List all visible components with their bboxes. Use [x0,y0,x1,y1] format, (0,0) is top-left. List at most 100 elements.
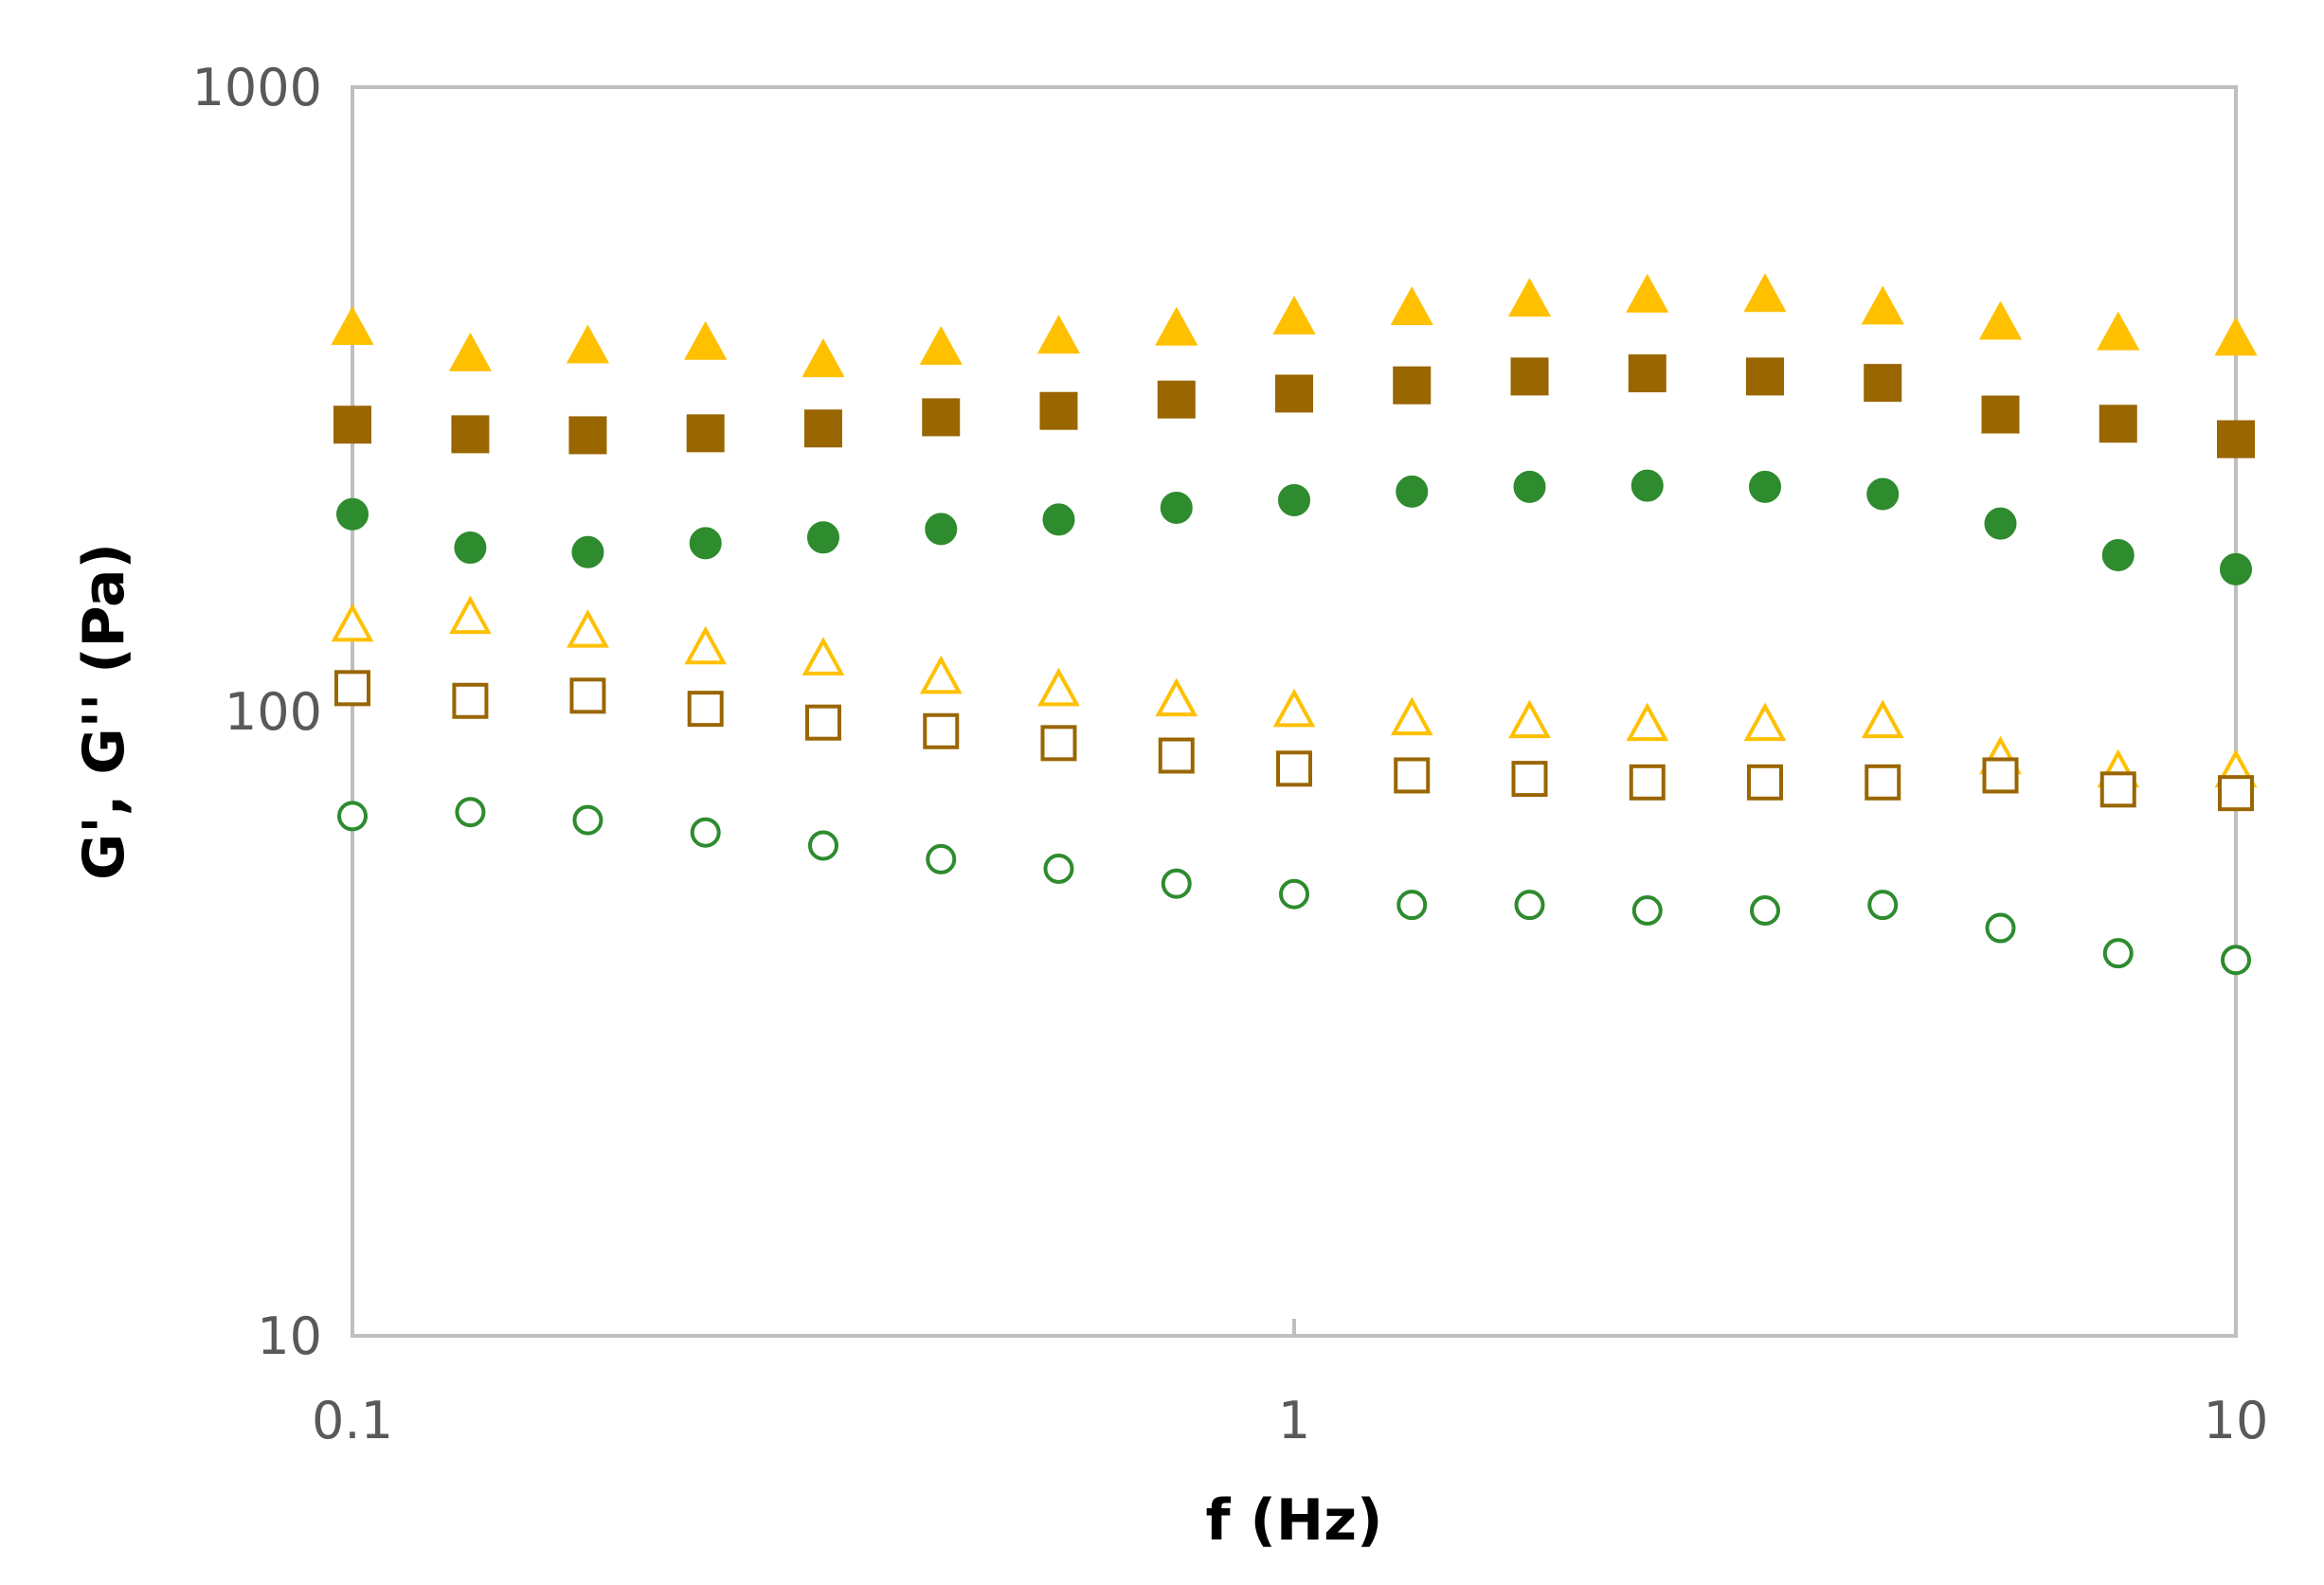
data-point-circle-open-7 [1161,868,1192,899]
data-point-triangle-filled-14 [1978,300,2023,340]
data-point-square-filled-15 [2099,405,2137,443]
data-point-triangle-filled-12 [1743,273,1787,313]
data-point-square-open-11 [1629,764,1666,801]
data-point-triangle-filled-7 [1155,306,1198,346]
x-axis-ticks: 0.1 1 10 [312,1391,2268,1450]
data-point-square-open-12 [1747,764,1784,801]
data-point-triangle-open-10 [1508,699,1551,739]
data-point-circle-open-16 [2221,945,2251,976]
data-point-triangle-filled-3 [684,320,728,360]
x-tick-label-0.1: 0.1 [312,1391,393,1450]
y-axis-ticks: 10 100 1000 [192,58,322,1366]
data-point-square-open-5 [923,712,960,749]
data-point-circle-filled-14 [1984,507,2017,540]
data-point-square-open-1 [452,682,489,719]
data-point-square-open-14 [1982,757,2019,794]
data-point-square-filled-16 [2217,420,2255,459]
data-point-circle-open-8 [1279,878,1309,910]
data-point-circle-open-4 [807,830,838,861]
data-point-triangle-open-8 [1272,688,1316,728]
data-point-circle-filled-16 [2220,552,2252,585]
data-point-square-filled-6 [1039,391,1078,430]
data-point-circle-filled-12 [1749,470,1782,503]
data-point-square-open-8 [1276,750,1312,787]
y-tick-label-10: 10 [257,1306,322,1366]
data-point-triangle-filled-15 [2097,311,2140,351]
series-triangle-filled [331,273,2258,378]
data-point-circle-filled-4 [806,521,839,554]
data-point-circle-open-15 [2102,938,2134,969]
x-tick-label-1: 1 [1278,1391,1310,1450]
x-tick-label-10: 10 [2204,1391,2269,1450]
data-point-triangle-open-13 [1861,699,1904,739]
data-point-triangle-open-7 [1155,677,1198,717]
data-point-circle-open-11 [1631,895,1663,927]
data-point-triangle-filled-5 [919,326,963,366]
data-point-square-filled-4 [803,409,842,448]
data-point-triangle-filled-1 [448,332,492,371]
data-point-circle-open-6 [1043,853,1074,884]
data-point-triangle-open-12 [1743,702,1787,742]
data-point-square-filled-12 [1746,357,1785,396]
data-point-circle-filled-11 [1630,469,1664,502]
data-point-circle-filled-1 [454,531,487,565]
data-point-circle-filled-8 [1278,483,1310,516]
data-point-circle-filled-6 [1042,503,1075,536]
data-point-circle-open-10 [1514,890,1545,921]
data-point-square-open-0 [334,670,370,707]
y-axis-title: G', G'' (Pa) [71,543,137,880]
data-point-square-filled-11 [1628,354,1666,393]
data-point-circle-open-12 [1750,895,1781,927]
data-point-circle-filled-7 [1160,491,1193,524]
data-point-square-open-7 [1158,737,1195,774]
data-point-circle-open-3 [690,817,721,848]
data-point-triangle-filled-6 [1036,315,1081,354]
data-point-square-filled-3 [686,414,725,453]
data-point-square-open-3 [687,691,724,728]
series-circle-open [337,797,2251,976]
data-point-circle-filled-9 [1396,475,1429,508]
data-point-square-filled-9 [1393,366,1432,405]
data-point-triangle-filled-4 [802,338,845,378]
x-axis-title: f (Hz) [1206,1487,1383,1554]
data-point-triangle-open-6 [1037,667,1080,707]
data-point-triangle-filled-10 [1507,278,1552,317]
data-point-square-filled-7 [1157,380,1196,419]
data-markers [331,273,2258,976]
data-point-triangle-filled-16 [2214,316,2258,356]
data-point-triangle-open-5 [919,655,963,694]
data-point-circle-filled-15 [2101,538,2135,571]
data-point-circle-open-0 [337,801,368,832]
data-point-square-open-2 [569,677,606,714]
data-point-circle-filled-0 [336,497,369,531]
data-point-circle-filled-5 [925,513,958,546]
data-point-square-open-10 [1511,761,1548,798]
data-point-triangle-filled-13 [1861,285,1904,325]
y-tick-label-100: 100 [225,682,322,742]
series-square-filled [333,354,2255,459]
data-point-circle-open-2 [572,804,604,836]
data-point-circle-filled-10 [1513,470,1546,503]
data-point-triangle-filled-8 [1272,296,1316,335]
data-point-triangle-filled-11 [1626,273,1669,313]
data-point-square-filled-2 [568,416,607,455]
data-point-triangle-filled-9 [1390,286,1433,326]
data-point-triangle-open-9 [1390,696,1433,736]
data-point-square-filled-10 [1510,357,1549,396]
data-point-triangle-open-3 [684,625,728,665]
data-point-square-filled-5 [922,398,961,437]
data-point-square-open-16 [2218,775,2254,812]
data-point-square-filled-1 [451,415,490,454]
data-point-square-open-6 [1040,725,1077,762]
data-point-circle-filled-13 [1866,477,1900,511]
data-point-circle-open-5 [926,843,957,874]
data-point-square-filled-8 [1275,374,1313,413]
series-circle-filled [336,469,2252,585]
data-point-square-filled-13 [1864,364,1902,403]
data-point-triangle-open-4 [802,637,845,675]
data-point-triangle-open-0 [331,603,374,642]
data-point-square-filled-14 [1981,395,2020,434]
data-point-triangle-filled-0 [331,306,374,346]
data-point-square-open-9 [1394,757,1431,794]
